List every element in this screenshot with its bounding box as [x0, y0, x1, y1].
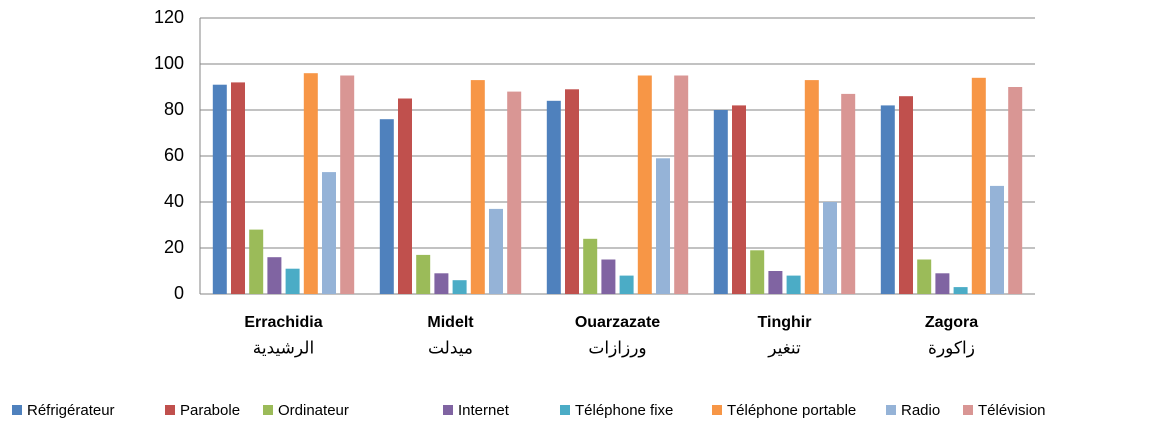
legend-swatch — [165, 405, 175, 415]
bar — [953, 287, 968, 294]
legend-swatch — [263, 405, 273, 415]
x-tick-label: Ouarzazate — [575, 314, 660, 331]
legend-label: Radio — [901, 402, 940, 419]
bar — [285, 268, 300, 294]
x-tick-sublabel: الرشيدية — [253, 338, 314, 357]
legend-label: Téléphone portable — [727, 402, 856, 419]
x-tick-sublabel: تنغير — [767, 338, 801, 357]
legend-label: Parabole — [180, 402, 240, 419]
bar — [713, 110, 728, 294]
legend-swatch — [443, 405, 453, 415]
y-tick-label: 120 — [154, 7, 184, 27]
x-tick-sublabel: زاكورة — [928, 338, 975, 357]
bar — [656, 158, 670, 294]
bar — [249, 229, 264, 294]
bar — [452, 280, 467, 294]
bar — [880, 105, 895, 295]
x-tick-label: Errachidia — [244, 314, 322, 331]
x-tick-sublabel: ورزازات — [588, 338, 646, 357]
bar — [434, 273, 449, 294]
x-tick-label: Midelt — [427, 314, 474, 331]
x-tick-label: Tinghir — [758, 314, 812, 331]
bar — [379, 119, 394, 294]
y-tick-label: 0 — [174, 283, 184, 303]
bar — [340, 75, 355, 294]
bar — [637, 75, 652, 294]
y-tick-label: 60 — [164, 145, 184, 165]
bar — [786, 275, 801, 294]
y-tick-label: 20 — [164, 237, 184, 257]
bar — [619, 275, 634, 294]
bar — [489, 208, 503, 294]
bar — [917, 259, 932, 294]
bar — [841, 93, 856, 295]
bar — [750, 250, 765, 294]
bar — [565, 89, 579, 294]
bar — [398, 98, 412, 294]
bar — [470, 80, 485, 294]
x-tick-sublabel: ميدلت — [428, 338, 473, 357]
bar — [935, 273, 950, 294]
y-tick-label: 100 — [154, 53, 184, 73]
legend-swatch — [560, 405, 570, 415]
bar — [732, 105, 746, 295]
bar — [507, 91, 522, 294]
bar — [990, 185, 1004, 294]
bar — [583, 238, 598, 294]
bar — [546, 100, 561, 294]
bar — [899, 96, 913, 294]
legend-label: Internet — [458, 402, 510, 419]
legend-label: Ordinateur — [278, 402, 349, 419]
legend-label: Télévision — [978, 402, 1046, 419]
bar — [267, 257, 282, 294]
bar — [823, 202, 837, 294]
bar — [601, 259, 616, 294]
legend-swatch — [712, 405, 722, 415]
legend-swatch — [963, 405, 973, 415]
legend-swatch — [886, 405, 896, 415]
bar — [804, 80, 819, 294]
bar — [768, 271, 783, 294]
bar — [971, 77, 986, 294]
legend-swatch — [12, 405, 22, 415]
bar — [416, 254, 431, 294]
y-tick-label: 40 — [164, 191, 184, 211]
bar — [212, 84, 227, 294]
bar — [303, 73, 318, 294]
legend-label: Téléphone fixe — [575, 402, 673, 419]
bar — [674, 75, 689, 294]
y-tick-label: 80 — [164, 99, 184, 119]
legend-label: Réfrigérateur — [27, 402, 115, 419]
bar — [322, 172, 336, 294]
x-tick-label: Zagora — [925, 314, 978, 331]
bar — [231, 82, 245, 295]
bar — [1008, 87, 1023, 294]
